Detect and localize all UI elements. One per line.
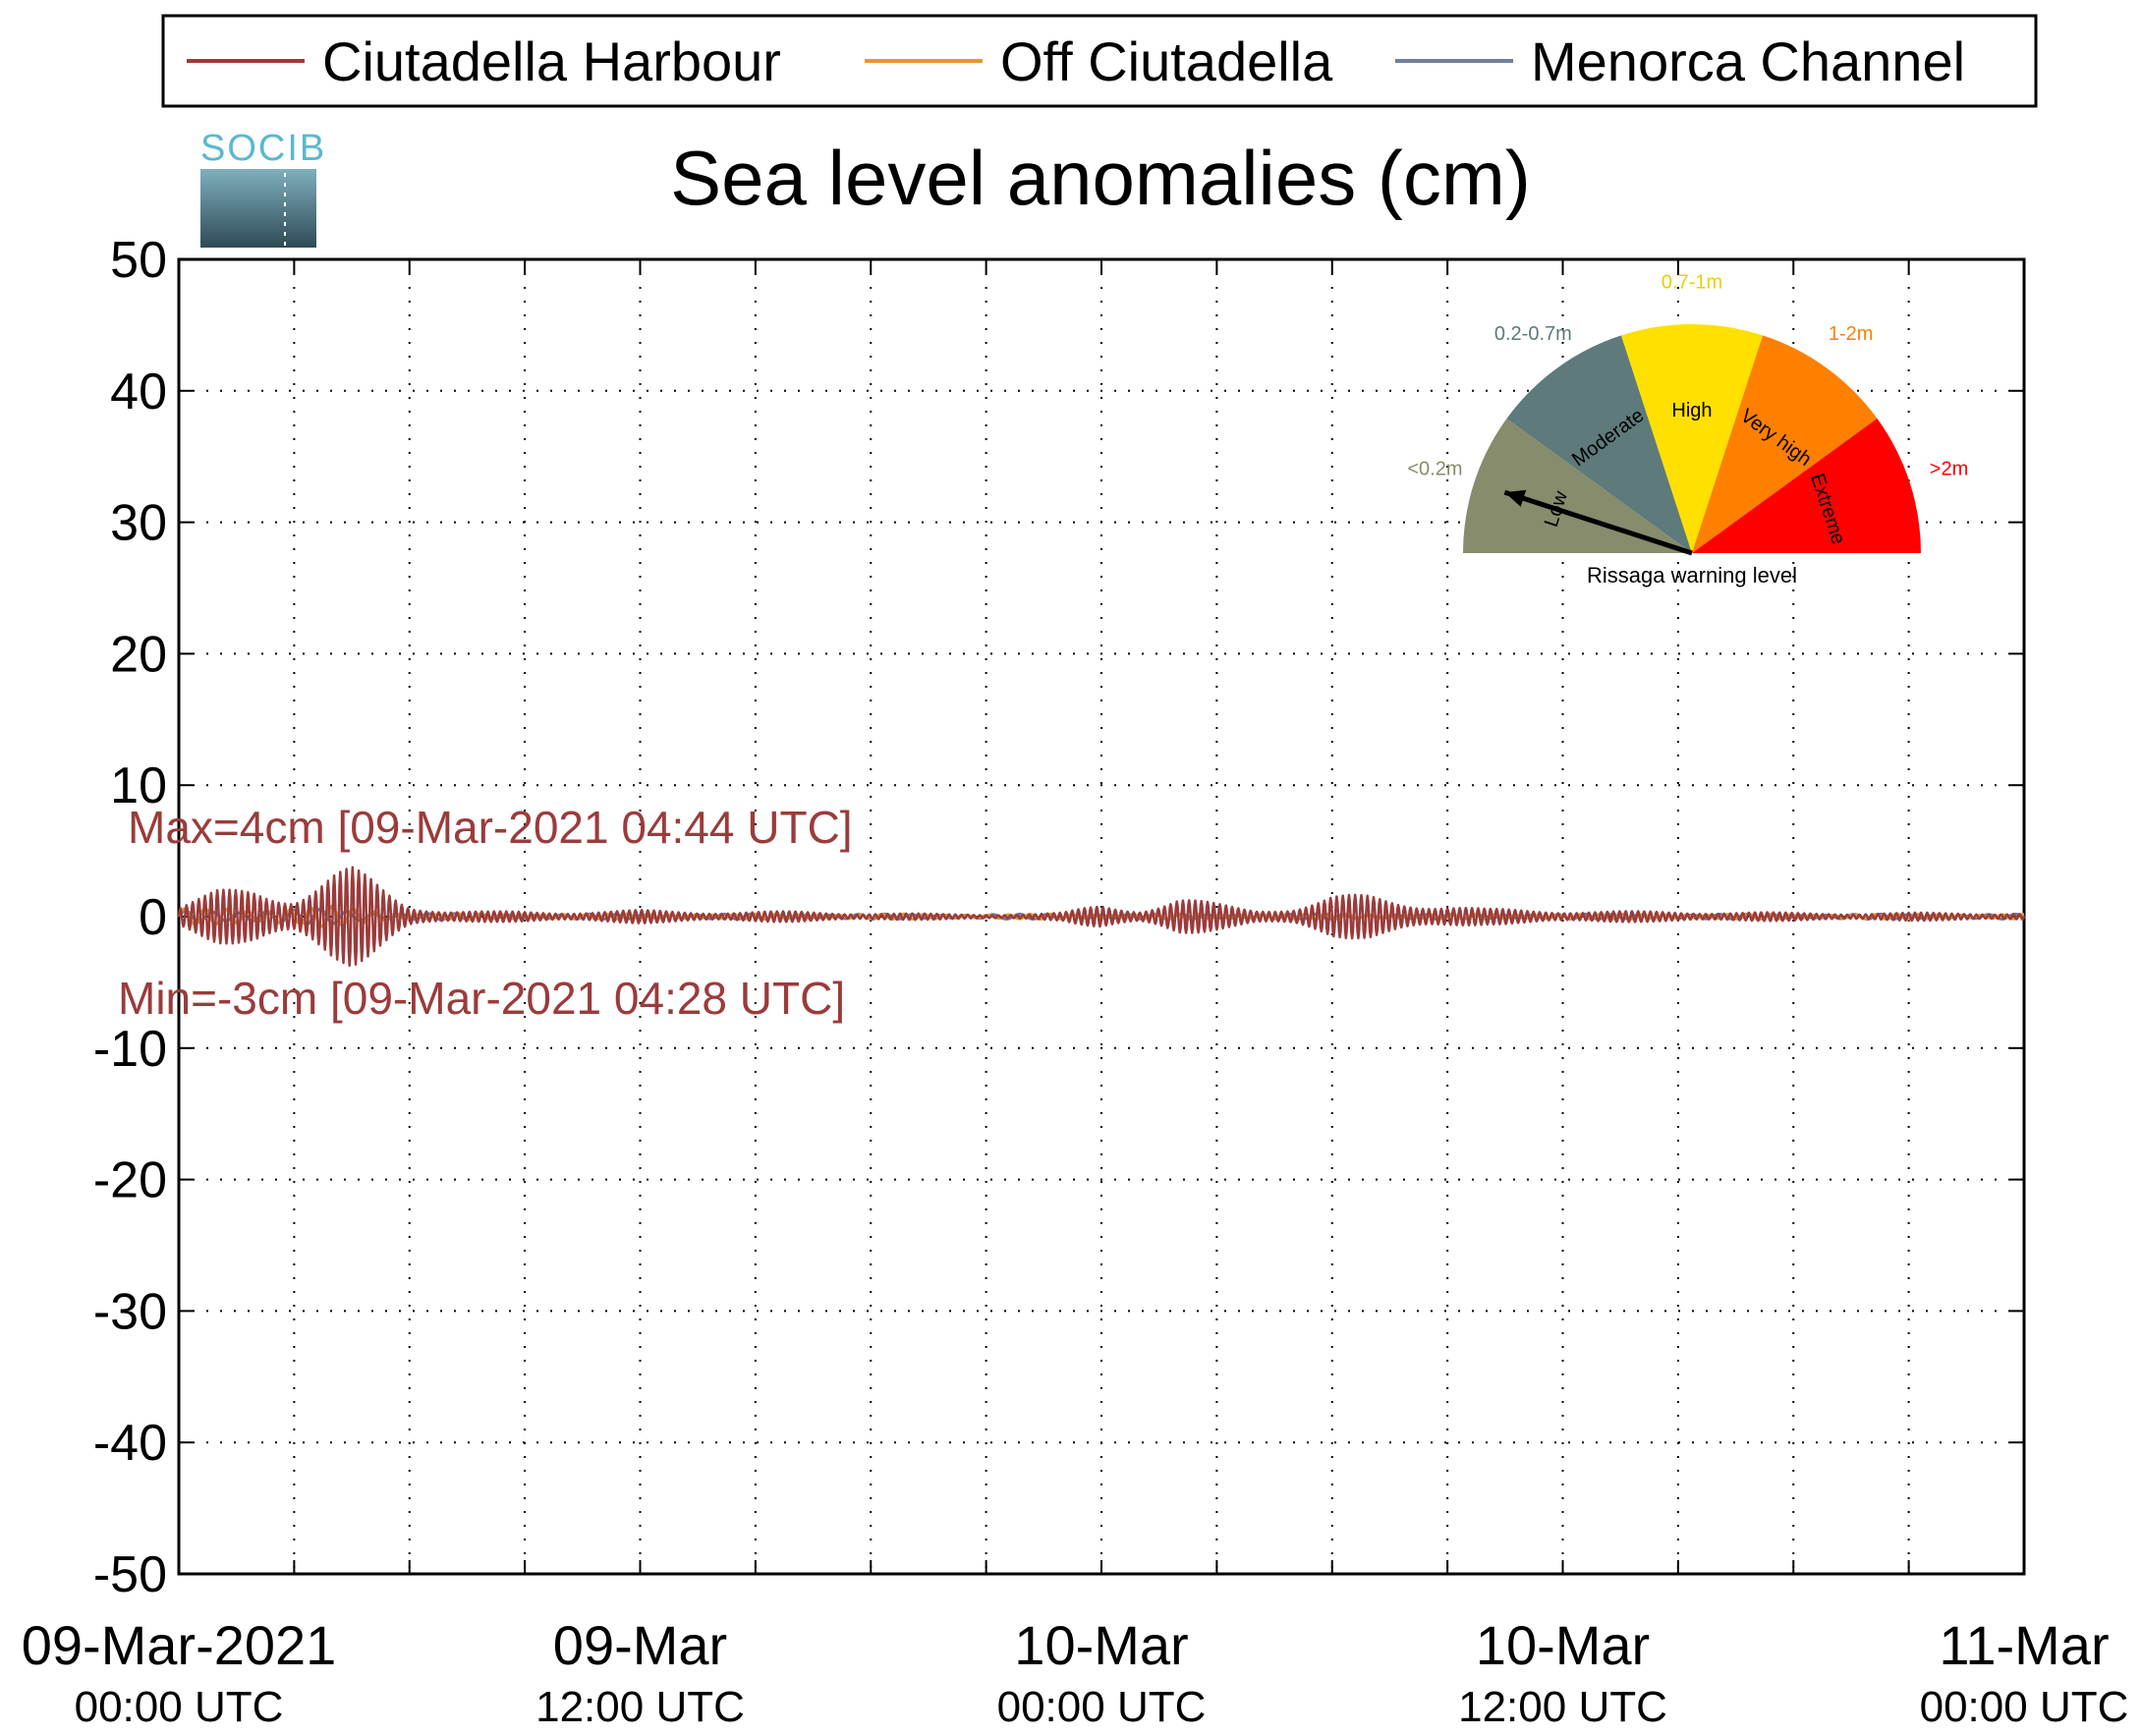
legend-label-ciutadella-harbour: Ciutadella Harbour (322, 30, 781, 92)
y-tick-label: -50 (93, 1546, 167, 1603)
gauge-sector-range: 0.2-0.7m (1494, 323, 1572, 345)
x-tick-label-time: 00:00 UTC (997, 1683, 1207, 1731)
y-tick-label: 10 (110, 757, 167, 814)
y-tick-label: -30 (93, 1283, 167, 1340)
y-tick-label: 40 (110, 364, 167, 420)
x-tick-label-date: 10-Mar (1476, 1614, 1650, 1676)
gauge-sector-range: <0.2m (1407, 458, 1462, 479)
gauge-sector-very-high (1692, 335, 1878, 553)
gauge-sector-low (1463, 419, 1692, 553)
x-tick-label-date: 09-Mar-2021 (22, 1614, 337, 1676)
max-annotation: Max=4cm [09-Mar-2021 04:44 UTC] (128, 802, 853, 853)
legend: Ciutadella Harbour Off Ciutadella Menorc… (161, 14, 2038, 108)
y-tick-label: 50 (110, 232, 167, 289)
x-tick-label-date: 09-Mar (553, 1614, 727, 1676)
min-annotation: Min=-3cm [09-Mar-2021 04:28 UTC] (118, 973, 845, 1024)
series-line-ciutadella-harbour (177, 866, 2026, 968)
y-tick-label: 30 (110, 495, 167, 552)
gauge-caption: Rissaga warning level (1587, 563, 1797, 588)
gauge-sector-range: 0.7-1m (1662, 271, 1722, 293)
rissaga-gauge: Rissaga warning level Low<0.2mModerate0.… (1407, 271, 1968, 588)
gauge-sector-name: High (1671, 400, 1712, 421)
gauge-sector-extreme (1692, 419, 1921, 553)
y-tick-label: -20 (93, 1152, 167, 1209)
x-tick-label-date: 11-Mar (1939, 1614, 2109, 1676)
gauge-sector-range: >2m (1930, 458, 1968, 479)
x-tick-label-time: 12:00 UTC (1458, 1683, 1667, 1731)
y-axis: 50 40 30 20 10 0 -10 -20 -30 -40 -50 (93, 232, 2024, 1603)
x-tick-label-time: 00:00 UTC (75, 1683, 284, 1731)
logo-text: SOCIB (200, 128, 326, 169)
gauge-sector-high (1621, 323, 1763, 553)
x-tick-label-time: 12:00 UTC (535, 1683, 745, 1731)
socib-logo: SOCIB (200, 128, 326, 248)
gauge-needle (1503, 489, 1693, 556)
chart-title: Sea level anomalies (cm) (670, 135, 1531, 221)
gauge-sector-range: 1-2m (1829, 323, 1874, 345)
x-tick-label-date: 10-Mar (1014, 1614, 1188, 1676)
legend-label-off-ciutadella: Off Ciutadella (1000, 30, 1333, 92)
gauge-sector-moderate (1506, 335, 1692, 553)
logo-block (200, 169, 316, 248)
series-layer (177, 866, 2026, 968)
gauge-needle-head (1504, 489, 1527, 507)
y-tick-label: -40 (93, 1415, 167, 1472)
y-tick-label: 0 (139, 889, 167, 946)
y-tick-label: 20 (110, 626, 167, 683)
legend-label-menorca-channel: Menorca Channel (1531, 30, 1965, 92)
x-tick-label-time: 00:00 UTC (1920, 1683, 2129, 1731)
y-tick-label: -10 (93, 1021, 167, 1078)
legend-frame (161, 14, 2038, 108)
x-axis: 09-Mar-2021 00:00 UTC 09-Mar 12:00 UTC 10-Ma… (22, 259, 2129, 1731)
